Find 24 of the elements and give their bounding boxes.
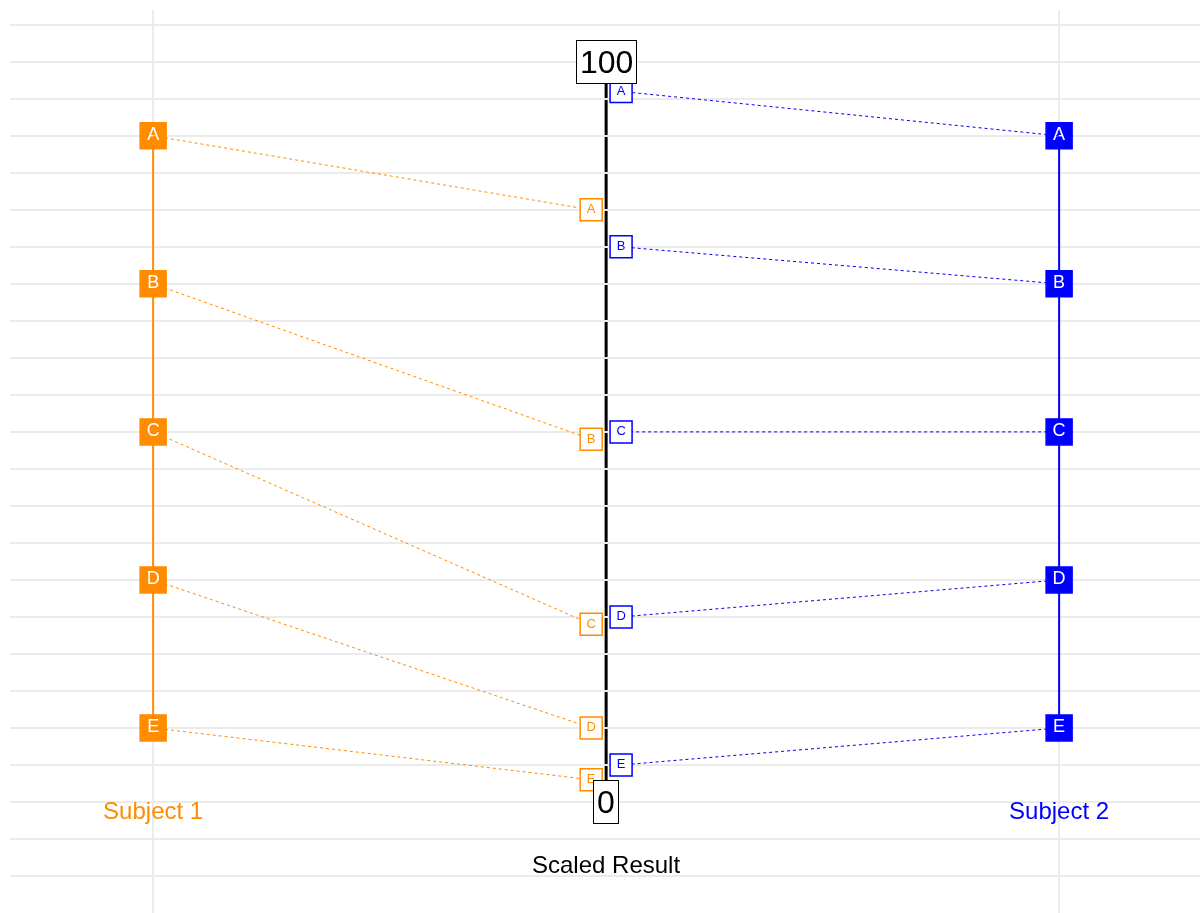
data-label: A: [147, 124, 160, 145]
data-label: E: [616, 756, 626, 772]
x-tick-label: Subject 1: [103, 797, 204, 825]
data-label: D: [146, 568, 160, 589]
data-label: B: [586, 430, 596, 446]
y-tick-label: 0: [597, 784, 615, 820]
data-label: E: [1053, 716, 1066, 737]
data-label: A: [586, 201, 596, 217]
data-label: C: [616, 423, 626, 439]
data-label: B: [616, 238, 626, 254]
data-label: A: [616, 82, 626, 98]
x-axis-title: Scaled Result: [532, 851, 681, 878]
data-label: D: [586, 719, 596, 735]
data-label: A: [1053, 124, 1066, 145]
data-label: B: [147, 272, 160, 293]
data-label: D: [616, 608, 626, 624]
data-label: C: [586, 615, 596, 631]
data-label: D: [1052, 568, 1066, 589]
data-label: E: [147, 716, 160, 737]
x-tick-label: Subject 2: [1009, 797, 1110, 825]
data-label: C: [146, 420, 160, 441]
data-label: B: [1053, 272, 1066, 293]
data-label: C: [1052, 420, 1066, 441]
y-tick-label: 100: [580, 44, 634, 80]
